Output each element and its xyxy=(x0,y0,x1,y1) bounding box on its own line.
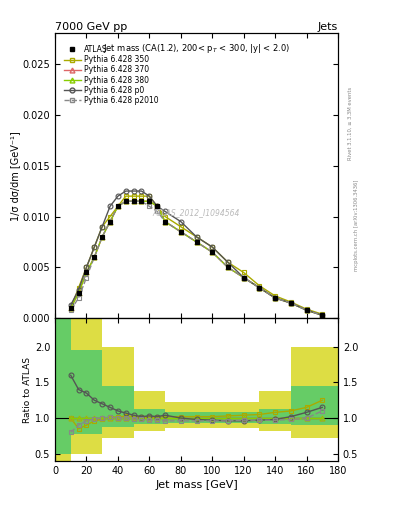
Text: 7000 GeV pp: 7000 GeV pp xyxy=(55,22,127,32)
Text: mcplots.cern.ch [arXiv:1306.3436]: mcplots.cern.ch [arXiv:1306.3436] xyxy=(354,180,359,271)
X-axis label: Jet mass [GeV]: Jet mass [GeV] xyxy=(155,480,238,490)
Text: Rivet 3.1.10, ≥ 3.3M events: Rivet 3.1.10, ≥ 3.3M events xyxy=(348,86,353,160)
Y-axis label: Ratio to ATLAS: Ratio to ATLAS xyxy=(23,356,32,422)
Text: ATLAS_2012_I1094564: ATLAS_2012_I1094564 xyxy=(153,208,240,217)
Text: Jet mass (CA(1.2), 200< p$_T$ < 300, |y| < 2.0): Jet mass (CA(1.2), 200< p$_T$ < 300, |y|… xyxy=(103,42,290,55)
Legend: ATLAS, Pythia 6.428 350, Pythia 6.428 370, Pythia 6.428 380, Pythia 6.428 p0, Py: ATLAS, Pythia 6.428 350, Pythia 6.428 37… xyxy=(62,43,161,107)
Text: Jets: Jets xyxy=(318,22,338,32)
Y-axis label: 1/σ dσ/dm [GeV⁻¹]: 1/σ dσ/dm [GeV⁻¹] xyxy=(10,131,20,221)
